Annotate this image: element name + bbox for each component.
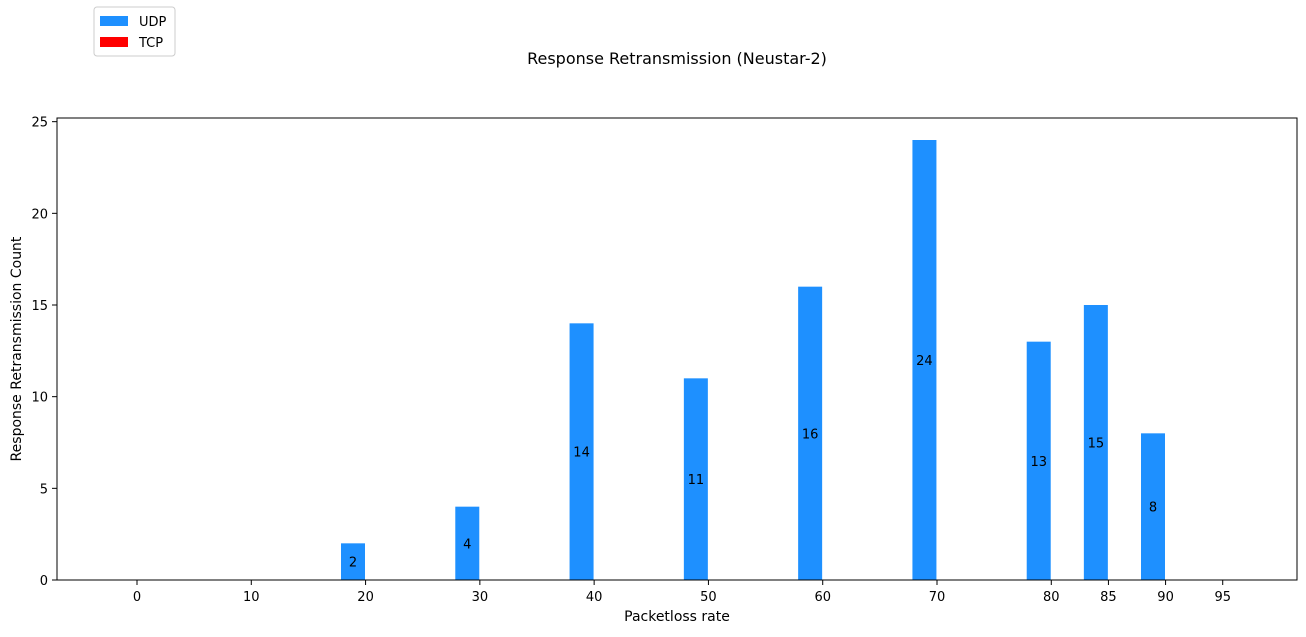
legend-label-tcp: TCP xyxy=(138,36,163,51)
bars-layer xyxy=(341,140,1165,580)
data-label: 8 xyxy=(1149,501,1157,516)
x-tick-label: 90 xyxy=(1157,590,1174,605)
data-label: 14 xyxy=(573,446,590,461)
x-tick-label: 0 xyxy=(133,590,141,605)
bar-udp-40 xyxy=(569,323,594,580)
bar-udp-80 xyxy=(1026,341,1051,580)
y-tick-label: 15 xyxy=(31,299,48,314)
x-tick-label: 10 xyxy=(243,590,260,605)
legend-swatch-udp xyxy=(100,16,128,26)
data-label: 16 xyxy=(802,427,819,442)
data-label: 15 xyxy=(1088,437,1105,452)
x-tick-label: 20 xyxy=(357,590,374,605)
x-tick-label: 40 xyxy=(586,590,603,605)
chart-title: Response Retransmission (Neustar-2) xyxy=(527,49,827,68)
data-label: 13 xyxy=(1030,455,1047,470)
data-label: 4 xyxy=(463,537,471,552)
x-tick-label: 60 xyxy=(814,590,831,605)
x-tick-label: 70 xyxy=(929,590,946,605)
x-tick-label: 50 xyxy=(700,590,717,605)
x-tick-label: 30 xyxy=(472,590,489,605)
bar-udp-50 xyxy=(683,378,708,580)
y-tick-label: 25 xyxy=(31,116,48,131)
y-tick-label: 5 xyxy=(40,482,48,497)
bar-udp-20 xyxy=(341,543,365,580)
bar-udp-70 xyxy=(912,140,937,580)
data-label: 24 xyxy=(916,354,933,369)
bar-udp-30 xyxy=(455,506,480,580)
plot-frame xyxy=(56,117,1298,581)
data-label: 11 xyxy=(688,473,705,488)
y-axis: 0 5 10 15 20 25 xyxy=(31,116,57,589)
data-label: 2 xyxy=(349,556,357,571)
legend: UDP TCP xyxy=(93,6,176,57)
bar-udp-90 xyxy=(1141,433,1165,580)
x-tick-label: 95 xyxy=(1214,590,1231,605)
x-axis-label: Packetloss rate xyxy=(624,609,730,625)
y-axis-label: Response Retransmission Count xyxy=(9,236,25,461)
legend-label-udp: UDP xyxy=(139,15,167,30)
y-tick-label: 0 xyxy=(40,574,48,589)
x-tick-label: 80 xyxy=(1043,590,1060,605)
bar-udp-60 xyxy=(798,286,823,580)
y-tick-label: 20 xyxy=(31,207,48,222)
x-axis: 0 10 20 30 40 50 60 70 80 85 90 95 xyxy=(133,580,1231,605)
y-tick-label: 10 xyxy=(31,391,48,406)
bar-udp-85 xyxy=(1083,305,1108,580)
legend-swatch-tcp xyxy=(100,37,128,47)
x-tick-label: 85 xyxy=(1100,590,1117,605)
